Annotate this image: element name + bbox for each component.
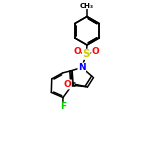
Text: O: O — [73, 47, 81, 56]
Text: O: O — [64, 80, 71, 89]
Text: S: S — [82, 49, 90, 59]
Text: N: N — [78, 63, 85, 72]
Text: CH₃: CH₃ — [80, 3, 94, 9]
Text: O: O — [92, 47, 99, 56]
Text: F: F — [60, 102, 66, 111]
